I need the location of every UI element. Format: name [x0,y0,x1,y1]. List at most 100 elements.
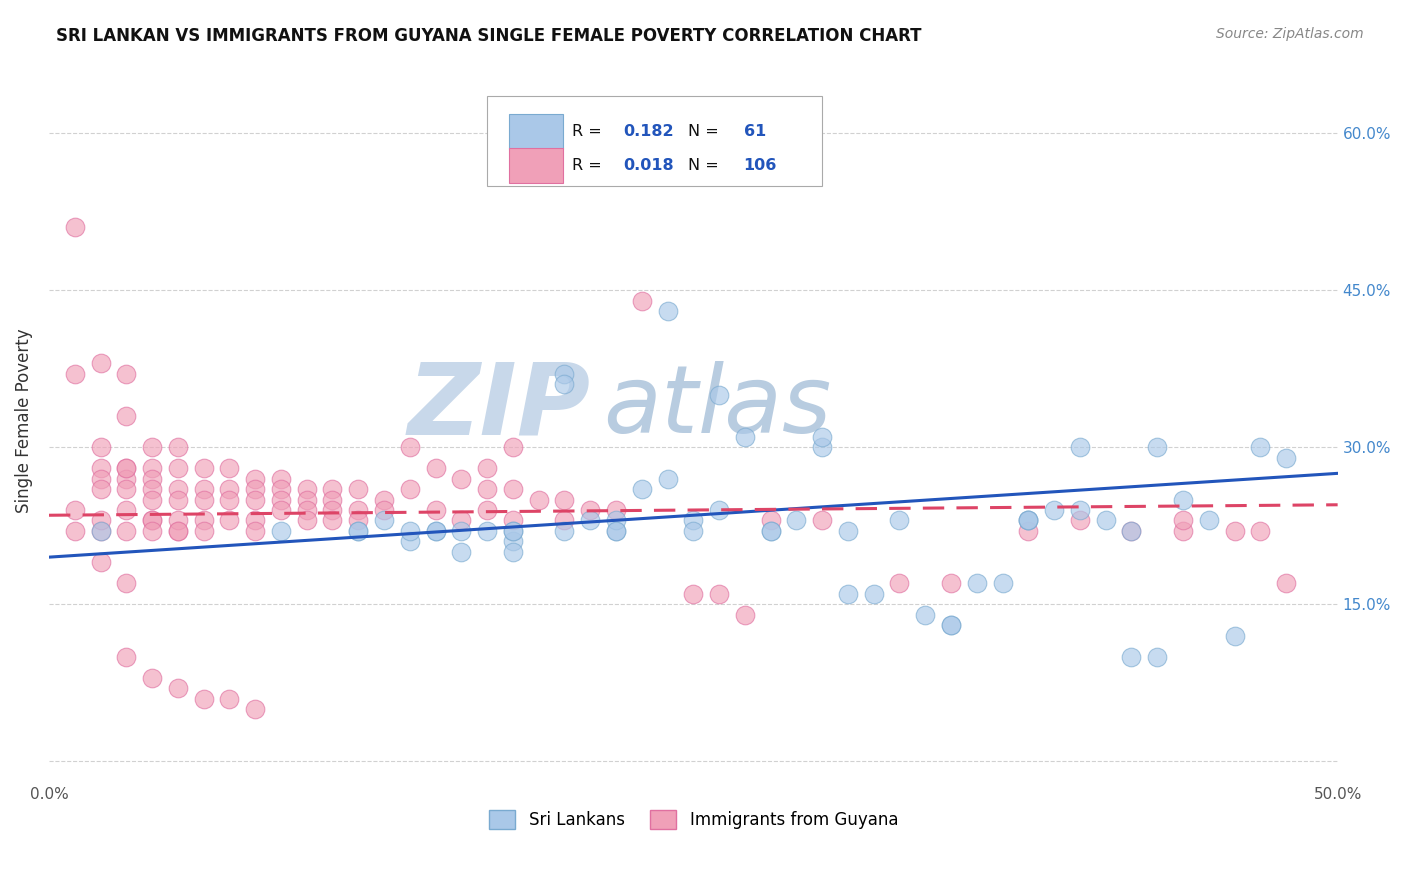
Point [914,607,936,622]
Point [475,503,498,517]
Point [1121,524,1143,538]
Point [166,514,188,528]
Point [89,524,111,538]
Point [115,472,138,486]
Point [605,514,627,528]
Point [811,514,834,528]
Point [1017,524,1039,538]
Point [502,524,524,538]
Point [1069,503,1091,517]
Text: ZIP: ZIP [408,358,591,455]
Point [605,524,627,538]
Point [243,482,266,496]
Point [141,482,163,496]
Point [295,503,318,517]
Point [166,492,188,507]
Point [115,461,138,475]
Point [1017,514,1039,528]
Point [243,472,266,486]
Point [347,503,370,517]
Point [450,472,472,486]
Point [141,461,163,475]
Point [89,461,111,475]
Point [115,461,138,475]
Point [939,576,962,591]
Point [527,492,550,507]
Point [1223,629,1246,643]
Point [193,492,215,507]
Point [166,440,188,454]
Point [1043,503,1066,517]
Point [553,492,575,507]
Point [1094,514,1116,528]
Point [166,524,188,538]
Point [966,576,988,591]
Point [270,492,292,507]
Point [785,514,807,528]
Point [1171,524,1194,538]
Point [1198,514,1220,528]
Point [837,524,859,538]
Text: 0.182: 0.182 [624,124,675,139]
Point [295,492,318,507]
Point [89,356,111,370]
Point [502,440,524,454]
Point [166,524,188,538]
Point [218,691,240,706]
Text: 61: 61 [744,124,766,139]
Point [1069,440,1091,454]
Point [811,430,834,444]
Point [1121,524,1143,538]
Point [270,472,292,486]
Point [193,524,215,538]
Point [243,524,266,538]
Point [321,503,343,517]
Point [89,514,111,528]
Point [89,482,111,496]
Point [579,503,602,517]
Point [115,482,138,496]
Point [347,524,370,538]
Point [243,702,266,716]
Point [141,514,163,528]
Point [1017,514,1039,528]
Point [115,367,138,381]
Point [295,482,318,496]
Point [425,524,447,538]
Point [141,492,163,507]
Point [630,482,652,496]
Point [270,482,292,496]
Text: N =: N = [688,158,724,173]
Point [889,514,911,528]
Text: Source: ZipAtlas.com: Source: ZipAtlas.com [1216,27,1364,41]
Point [193,691,215,706]
Point [89,440,111,454]
Point [553,367,575,381]
Point [837,587,859,601]
Point [193,461,215,475]
Point [734,430,756,444]
Point [218,461,240,475]
Point [1146,440,1168,454]
Point [502,482,524,496]
Point [398,534,420,549]
Point [734,607,756,622]
Text: atlas: atlas [603,361,831,452]
Text: 106: 106 [744,158,778,173]
Point [811,440,834,454]
Point [347,524,370,538]
Legend: Sri Lankans, Immigrants from Guyana: Sri Lankans, Immigrants from Guyana [482,803,904,836]
Point [682,524,704,538]
Point [939,618,962,632]
Point [1275,450,1298,465]
Point [63,503,86,517]
Point [475,482,498,496]
Point [1249,524,1271,538]
Text: R =: R = [572,158,607,173]
Point [579,514,602,528]
Point [373,514,395,528]
Point [347,482,370,496]
Point [759,524,782,538]
Point [759,514,782,528]
Point [1275,576,1298,591]
